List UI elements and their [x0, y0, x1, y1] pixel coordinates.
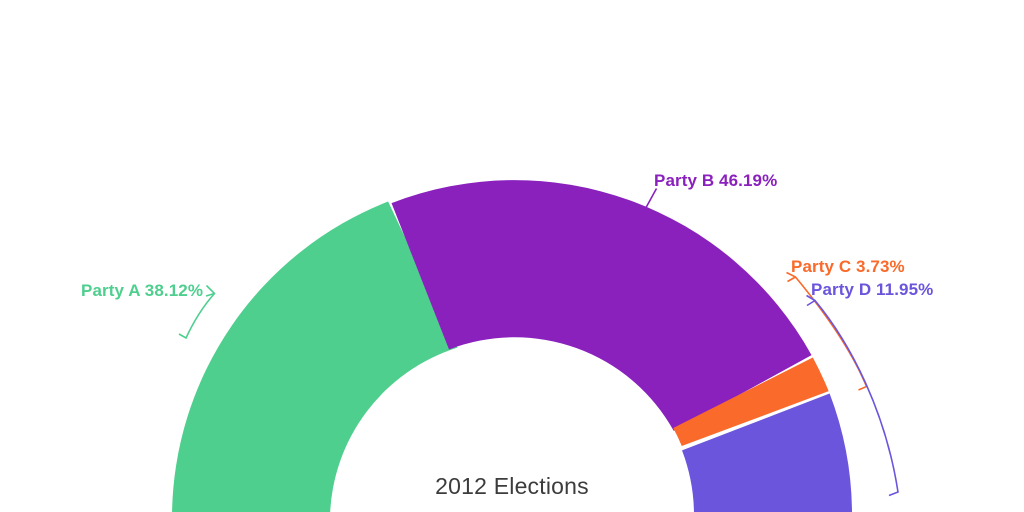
- pie-slice-party-b[interactable]: [391, 180, 812, 431]
- slice-label-party-b: Party B 46.19%: [654, 171, 778, 190]
- leader-tick-party-d: [806, 299, 816, 307]
- leader-line-party-b: [644, 188, 658, 209]
- leader-tick-party-a: [205, 292, 215, 297]
- leader-tick-party-c: [787, 276, 796, 283]
- slice-label-party-d: Party D 11.95%: [811, 280, 934, 299]
- slice-label-party-c: Party C 3.73%: [791, 257, 905, 276]
- leader-line-party-d: [806, 294, 899, 497]
- pie-slice-party-a[interactable]: [172, 201, 458, 512]
- slice-label-party-a: Party A 38.12%: [81, 281, 204, 300]
- pie-slice-party-c[interactable]: [673, 357, 829, 447]
- pie-slice-party-d[interactable]: [682, 393, 852, 512]
- chart-title: 2012 Elections: [435, 473, 589, 499]
